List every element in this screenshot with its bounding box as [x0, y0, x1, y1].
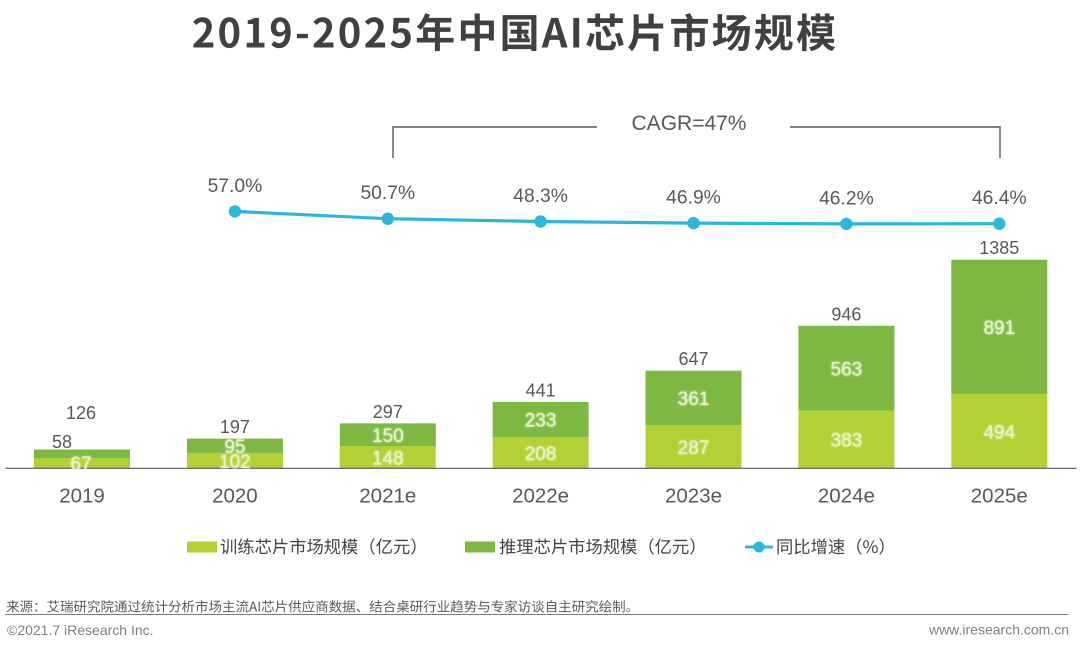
svg-text:287: 287: [678, 438, 710, 459]
svg-text:208: 208: [525, 444, 557, 465]
svg-text:287: 287: [678, 438, 710, 459]
svg-text:67: 67: [70, 454, 91, 475]
svg-text:148: 148: [372, 448, 404, 469]
svg-text:563: 563: [831, 359, 863, 380]
svg-text:102: 102: [219, 452, 251, 473]
svg-text:150: 150: [372, 426, 404, 447]
svg-text:57.0%: 57.0%: [208, 176, 263, 197]
svg-text:2020: 2020: [212, 485, 258, 508]
svg-text:46.2%: 46.2%: [819, 188, 874, 209]
svg-text:297: 297: [373, 402, 403, 422]
svg-text:150: 150: [372, 426, 404, 447]
svg-text:126: 126: [66, 403, 96, 423]
svg-text:441: 441: [526, 380, 556, 400]
svg-text:494: 494: [983, 422, 1015, 443]
svg-text:102: 102: [219, 452, 251, 473]
svg-text:946: 946: [831, 304, 861, 324]
svg-text:233: 233: [525, 411, 557, 432]
svg-text:383: 383: [831, 431, 863, 452]
svg-text:2021e: 2021e: [359, 485, 416, 508]
svg-text:563: 563: [831, 359, 863, 380]
svg-text:891: 891: [983, 318, 1015, 339]
svg-text:48.3%: 48.3%: [513, 186, 568, 207]
svg-text:95: 95: [224, 437, 245, 458]
svg-text:www.iresearch.com.cn: www.iresearch.com.cn: [928, 622, 1069, 638]
svg-text:148: 148: [372, 448, 404, 469]
svg-text:67: 67: [70, 454, 91, 475]
svg-text:361: 361: [678, 389, 710, 410]
svg-text:95: 95: [224, 437, 245, 458]
svg-text:2022e: 2022e: [512, 485, 569, 508]
svg-text:233: 233: [525, 411, 557, 432]
svg-text:58: 58: [52, 432, 72, 452]
svg-text:197: 197: [220, 417, 250, 437]
svg-text:2024e: 2024e: [818, 485, 875, 508]
svg-text:891: 891: [983, 318, 1015, 339]
svg-text:647: 647: [678, 349, 708, 369]
svg-text:1385: 1385: [979, 238, 1019, 258]
svg-text:50.7%: 50.7%: [360, 183, 415, 204]
svg-text:2019: 2019: [59, 485, 105, 508]
svg-text:208: 208: [525, 444, 557, 465]
svg-text:2025e: 2025e: [971, 485, 1028, 508]
svg-text:2023e: 2023e: [665, 485, 722, 508]
svg-text:46.9%: 46.9%: [666, 188, 721, 209]
svg-text:46.4%: 46.4%: [972, 188, 1027, 209]
svg-text:361: 361: [678, 389, 710, 410]
svg-text:383: 383: [831, 431, 863, 452]
svg-text:CAGR=47%: CAGR=47%: [632, 112, 747, 135]
svg-text:494: 494: [983, 422, 1015, 443]
svg-text:©2021.7 iResearch Inc.: ©2021.7 iResearch Inc.: [7, 622, 154, 638]
